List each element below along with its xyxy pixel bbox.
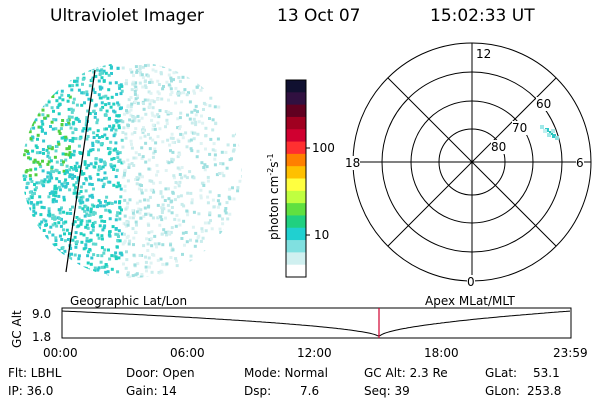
ip-info: IP: 36.0 (8, 384, 54, 398)
seq-info: Seq: 39 (364, 384, 410, 398)
timeline-ytick-9: 9.0 (32, 307, 52, 321)
mlt-label-6: 6 (576, 156, 584, 170)
terminator-line (65, 69, 96, 273)
door-info: Door: Open (126, 366, 195, 380)
glon-value: 253.8 (527, 384, 562, 398)
timeline-xtick-1800: 18:00 (424, 346, 459, 360)
gc-alt-info: GC Alt: 2.3 Re (364, 366, 448, 380)
lat-label-60: 60 (536, 97, 552, 111)
mlt-label-18: 18 (345, 156, 361, 170)
observation-time: 15:02:33 UT (430, 6, 535, 26)
dsp-value: 7.6 (300, 384, 320, 398)
instrument-title: Ultraviolet Imager (50, 6, 204, 26)
glat-value: 53.1 (533, 366, 560, 380)
lat-label-80: 80 (491, 140, 507, 154)
filter-info: Flt: LBHL (8, 366, 62, 380)
gain-info: Gain: 14 (126, 384, 177, 398)
glon-label: GLon: (485, 384, 520, 398)
glat-label: GLat: (485, 366, 518, 380)
observation-date: 13 Oct 07 (277, 6, 361, 26)
altitude-curve (61, 310, 571, 337)
timeline-xtick-0600: 06:00 (170, 346, 205, 360)
lat-label-70: 70 (512, 121, 528, 135)
timeline-xtick-1200: 12:00 (297, 346, 332, 360)
timeline-left-label: Geographic Lat/Lon (70, 294, 188, 308)
timeline-right-label: Apex MLat/MLT (425, 294, 515, 308)
auroral-emission-spot (540, 125, 559, 140)
mode-info: Mode: Normal (244, 366, 328, 380)
mlt-label-0: 0 (467, 275, 475, 289)
dsp-label: Dsp: (244, 384, 272, 398)
colorbar-tick-100: 100 (312, 141, 335, 155)
colorbar-tick-10: 10 (314, 228, 330, 242)
mlt-label-12: 12 (476, 47, 492, 61)
timeline-xtick-2359: 23:59 (553, 346, 588, 360)
timeline-ytick-1-8: 1.8 (32, 330, 52, 344)
timeline-xtick-0000: 00:00 (43, 346, 78, 360)
